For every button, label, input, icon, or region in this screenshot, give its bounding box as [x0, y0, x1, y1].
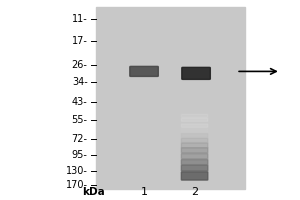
Text: 1: 1 — [141, 187, 148, 197]
Text: 72-: 72- — [72, 134, 88, 144]
FancyBboxPatch shape — [182, 124, 208, 127]
FancyBboxPatch shape — [182, 143, 208, 148]
FancyBboxPatch shape — [182, 148, 208, 153]
Text: 95-: 95- — [72, 150, 88, 160]
FancyBboxPatch shape — [182, 134, 208, 137]
Text: 43-: 43- — [72, 97, 88, 107]
Text: kDa: kDa — [82, 187, 105, 197]
Text: 170-: 170- — [66, 180, 88, 190]
Text: 2: 2 — [191, 187, 198, 197]
Text: 11-: 11- — [72, 14, 88, 24]
Text: 55-: 55- — [72, 115, 88, 125]
FancyBboxPatch shape — [182, 67, 210, 79]
FancyBboxPatch shape — [182, 172, 208, 180]
Text: 130-: 130- — [66, 166, 88, 176]
Text: 17-: 17- — [72, 36, 88, 46]
FancyBboxPatch shape — [182, 138, 208, 143]
FancyBboxPatch shape — [182, 154, 208, 159]
Bar — [97, 7, 245, 189]
FancyBboxPatch shape — [182, 165, 208, 171]
FancyBboxPatch shape — [182, 114, 208, 117]
Text: 26-: 26- — [72, 60, 88, 70]
FancyBboxPatch shape — [130, 66, 158, 76]
Text: 34-: 34- — [72, 77, 88, 87]
FancyBboxPatch shape — [182, 160, 208, 165]
FancyBboxPatch shape — [182, 118, 208, 121]
FancyBboxPatch shape — [182, 129, 208, 132]
